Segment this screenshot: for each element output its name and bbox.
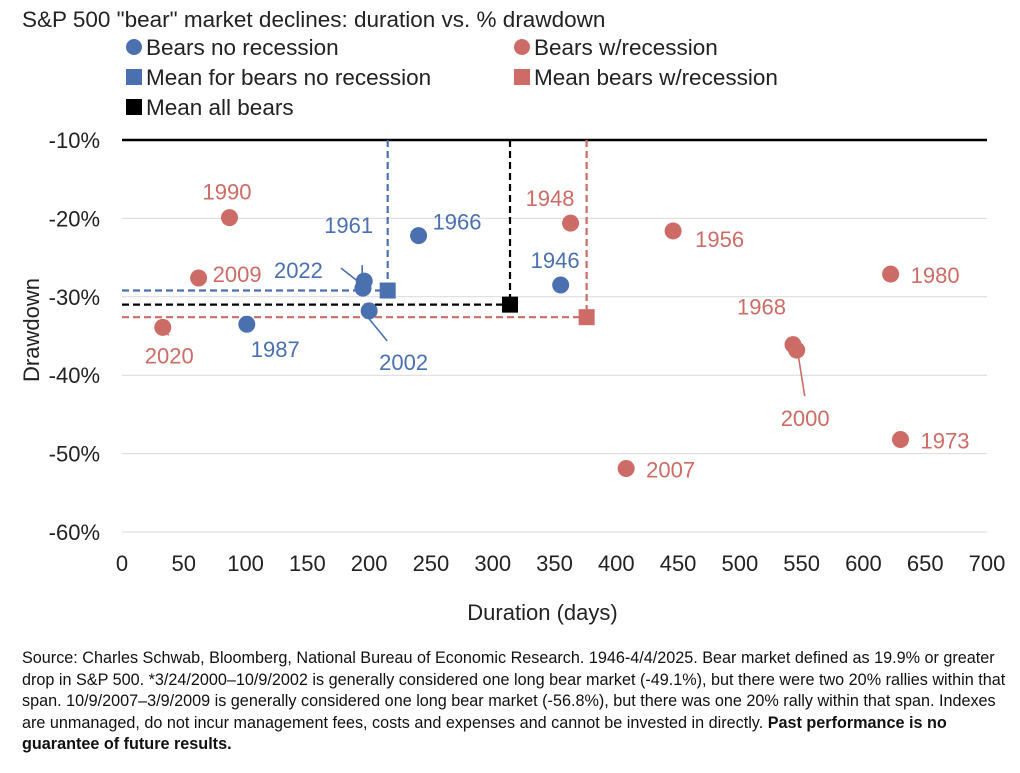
legend-label-4: Mean bears w/recession [534,65,778,90]
legend-marker-4 [514,69,530,85]
point-label-1980: 1980 [911,263,960,288]
x-tick-label-5: 250 [413,551,450,576]
point-label-2022: 2022 [274,258,323,283]
y-tick-label-0: -10% [49,128,100,153]
x-tick-label-2: 100 [227,551,264,576]
x-tick-label-13: 650 [907,551,944,576]
y-tick-label-3: -40% [49,363,100,388]
point-label-1973: 1973 [921,428,970,453]
mean-marker-2 [578,309,595,326]
x-tick-label-7: 350 [536,551,573,576]
point-2007 [617,459,635,477]
point-label-1956: 1956 [695,227,744,252]
x-tick-label-0: 0 [116,551,128,576]
legend-marker-5 [126,99,142,115]
x-tick-label-14: 700 [969,551,1006,576]
point-label-2002: 2002 [379,350,428,375]
x-tick-label-3: 150 [289,551,326,576]
point-2009 [190,269,208,287]
point-2000 [788,341,806,359]
legend-marker-3 [126,69,142,85]
point-1990 [221,209,239,227]
legend-marker-2 [514,39,530,55]
point-label-2020: 2020 [145,343,194,368]
point-1987 [238,315,256,333]
footnote: Source: Charles Schwab, Bloomberg, Natio… [22,648,1007,756]
point-label-2000: 2000 [781,406,830,431]
y-tick-label-4: -50% [49,442,100,467]
y-axis-title: Drawdown [19,278,44,382]
point-label-1946: 1946 [531,248,580,273]
point-1948 [562,214,580,232]
mean-marker-1 [379,282,396,299]
x-tick-label-8: 400 [598,551,635,576]
x-tick-label-11: 550 [783,551,820,576]
legend-label-5: Mean all bears [146,95,294,120]
x-tick-label-6: 300 [474,551,511,576]
legend-label-1: Bears no recession [146,35,339,60]
point-label-2009: 2009 [213,262,262,287]
x-tick-label-10: 500 [721,551,758,576]
point-1980 [882,265,900,283]
x-axis-title: Duration (days) [467,600,617,625]
y-tick-label-2: -30% [49,285,100,310]
chart-title: S&P 500 "bear" market declines: duration… [22,7,605,32]
y-tick-label-5: -60% [49,520,100,545]
scatter-chart: S&P 500 "bear" market declines: duration… [19,7,1006,625]
point-1966 [410,227,428,245]
y-tick-label-1: -20% [49,206,100,231]
point-1973 [892,430,909,448]
point-label-1961: 1961 [324,213,373,238]
legend-label-2: Bears w/recession [534,35,718,60]
x-tick-label-12: 600 [845,551,882,576]
point-label-1948: 1948 [526,186,575,211]
point-label-1990: 1990 [203,180,252,205]
footnote-disclaimer: Past performance is no guarantee of futu… [22,713,947,754]
point-2022 [354,279,372,297]
legend-marker-1 [126,39,142,55]
mean-marker-3 [502,296,519,313]
x-tick-label-9: 450 [660,551,697,576]
leader-2000 [797,357,806,397]
footnote-text: Source: Charles Schwab, Bloomberg, Natio… [22,649,1006,732]
x-tick-label-4: 200 [351,551,388,576]
point-label-1966: 1966 [433,210,482,235]
leader-2002 [368,318,388,342]
point-1956 [664,222,682,240]
point-label-1987: 1987 [251,337,300,362]
leader-2020 [162,326,170,336]
legend-label-3: Mean for bears no recession [146,65,431,90]
leader-2022 [340,267,360,283]
x-tick-label-1: 50 [172,551,196,576]
point-label-2007: 2007 [646,457,695,482]
point-2002 [360,302,378,320]
point-label-1968: 1968 [737,295,786,320]
point-1946 [552,276,570,294]
